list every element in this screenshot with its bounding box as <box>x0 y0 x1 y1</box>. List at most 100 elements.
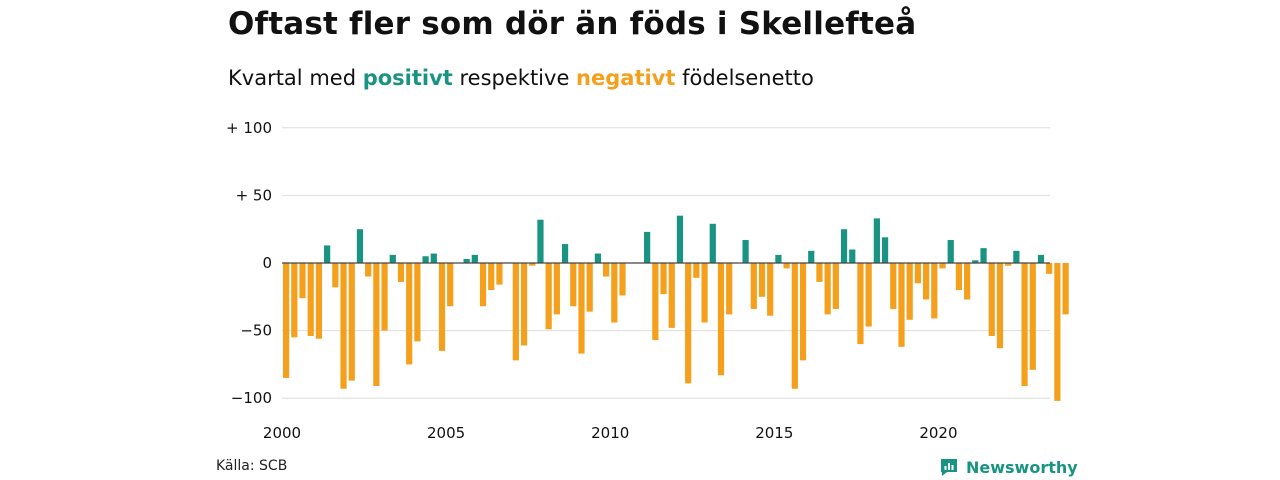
chart-subtitle: Kvartal med positivt respektive negativt… <box>228 66 814 90</box>
y-tick-label: −100 <box>231 389 272 407</box>
bar-negative <box>307 263 314 337</box>
bar-negative <box>1021 263 1028 387</box>
bar-negative <box>906 263 913 320</box>
bar-negative <box>619 263 626 296</box>
bar-positive <box>422 256 429 263</box>
bar-positive <box>947 240 954 263</box>
bar-negative <box>1062 263 1069 315</box>
bar-negative <box>791 263 798 389</box>
bar-negative <box>758 263 766 297</box>
bar-positive <box>808 250 815 263</box>
bar-negative <box>373 263 380 387</box>
bar-negative <box>652 263 659 341</box>
bar-negative <box>750 263 757 309</box>
y-tick-label: −50 <box>240 322 272 340</box>
bar-positive <box>849 249 856 263</box>
bar-negative <box>996 263 1004 349</box>
bar-negative <box>397 263 405 282</box>
bar-negative <box>701 263 708 323</box>
bar-negative <box>291 263 298 338</box>
bars <box>283 215 1069 401</box>
bar-negative <box>340 263 347 389</box>
bar-positive <box>324 245 331 263</box>
bar-negative <box>890 263 897 309</box>
bar-negative <box>955 263 963 291</box>
bar-negative <box>898 263 905 347</box>
bar-positive <box>594 253 601 263</box>
bar-negative <box>512 263 519 361</box>
bar-negative <box>348 263 355 381</box>
bar-negative <box>939 263 946 269</box>
bar-negative <box>611 263 618 323</box>
bar-negative <box>1029 263 1036 370</box>
bar-negative <box>299 263 306 299</box>
y-tick-label: + 50 <box>236 186 272 204</box>
bar-negative <box>668 263 675 328</box>
x-tick-label: 2005 <box>427 424 465 442</box>
bar-negative <box>381 263 388 331</box>
newsworthy-logo-icon <box>941 459 957 476</box>
subtitle-before: Kvartal med <box>228 66 363 90</box>
bar-negative <box>529 263 536 266</box>
bar-positive <box>881 237 889 263</box>
bar-negative <box>283 263 290 378</box>
bar-negative <box>496 263 503 285</box>
bar-positive <box>537 219 544 263</box>
bar-positive <box>430 253 437 263</box>
y-tick-label: + 100 <box>226 119 272 137</box>
bar-negative <box>365 263 372 277</box>
bar-negative <box>447 263 454 307</box>
brand-name: Newsworthy <box>966 457 1078 477</box>
bar-negative <box>479 263 487 307</box>
bar-negative <box>988 263 995 337</box>
x-tick-label: 2010 <box>591 424 629 442</box>
bar-positive <box>972 260 979 263</box>
bar-negative <box>545 263 552 330</box>
bar-positive <box>644 231 651 263</box>
bar-negative <box>1046 263 1053 274</box>
bar-negative <box>816 263 823 282</box>
subtitle-middle: respektive <box>452 66 577 90</box>
bar-negative <box>832 263 839 309</box>
bar-positive <box>1037 254 1045 263</box>
bar-negative <box>685 263 692 384</box>
bar-negative <box>520 263 528 346</box>
subtitle-after: födelsenetto <box>675 66 814 90</box>
x-tick-label: 2020 <box>919 424 957 442</box>
bar-positive <box>389 254 396 263</box>
bar-positive <box>873 218 880 263</box>
y-tick-label: 0 <box>262 254 272 272</box>
bar-negative <box>931 263 938 319</box>
bar-positive <box>463 258 470 263</box>
bar-positive <box>980 248 987 263</box>
subtitle-positive-word: positivt <box>362 66 453 90</box>
subtitle-negative-word: negativt <box>576 66 676 90</box>
bar-negative <box>553 263 560 315</box>
bar-negative <box>824 263 831 315</box>
bar-negative <box>406 263 413 365</box>
bar-negative <box>693 263 700 278</box>
bar-positive <box>840 229 848 263</box>
brand: Newsworthy <box>938 456 1078 478</box>
bar-negative <box>586 263 593 312</box>
bar-negative <box>660 263 667 295</box>
bar-positive <box>1013 250 1020 263</box>
bar-positive <box>471 254 478 263</box>
bar-negative <box>717 263 725 376</box>
chart-title: Oftast fler som dör än föds i Skellefteå <box>228 6 917 42</box>
bar-negative <box>767 263 774 316</box>
bar-negative <box>414 263 421 342</box>
bar-positive <box>775 254 782 263</box>
bar-negative <box>1005 263 1012 266</box>
bar-negative <box>332 263 339 288</box>
bar-negative <box>603 263 610 277</box>
bar-negative <box>578 263 585 354</box>
bar-negative <box>1054 263 1061 401</box>
bar-negative <box>438 263 446 351</box>
bar-positive <box>561 244 569 263</box>
bar-negative <box>799 263 807 361</box>
y-axis: + 100 + 50 0 −50 −100 <box>226 119 272 407</box>
bar-negative <box>865 263 872 327</box>
x-tick-label: 2000 <box>263 424 301 442</box>
